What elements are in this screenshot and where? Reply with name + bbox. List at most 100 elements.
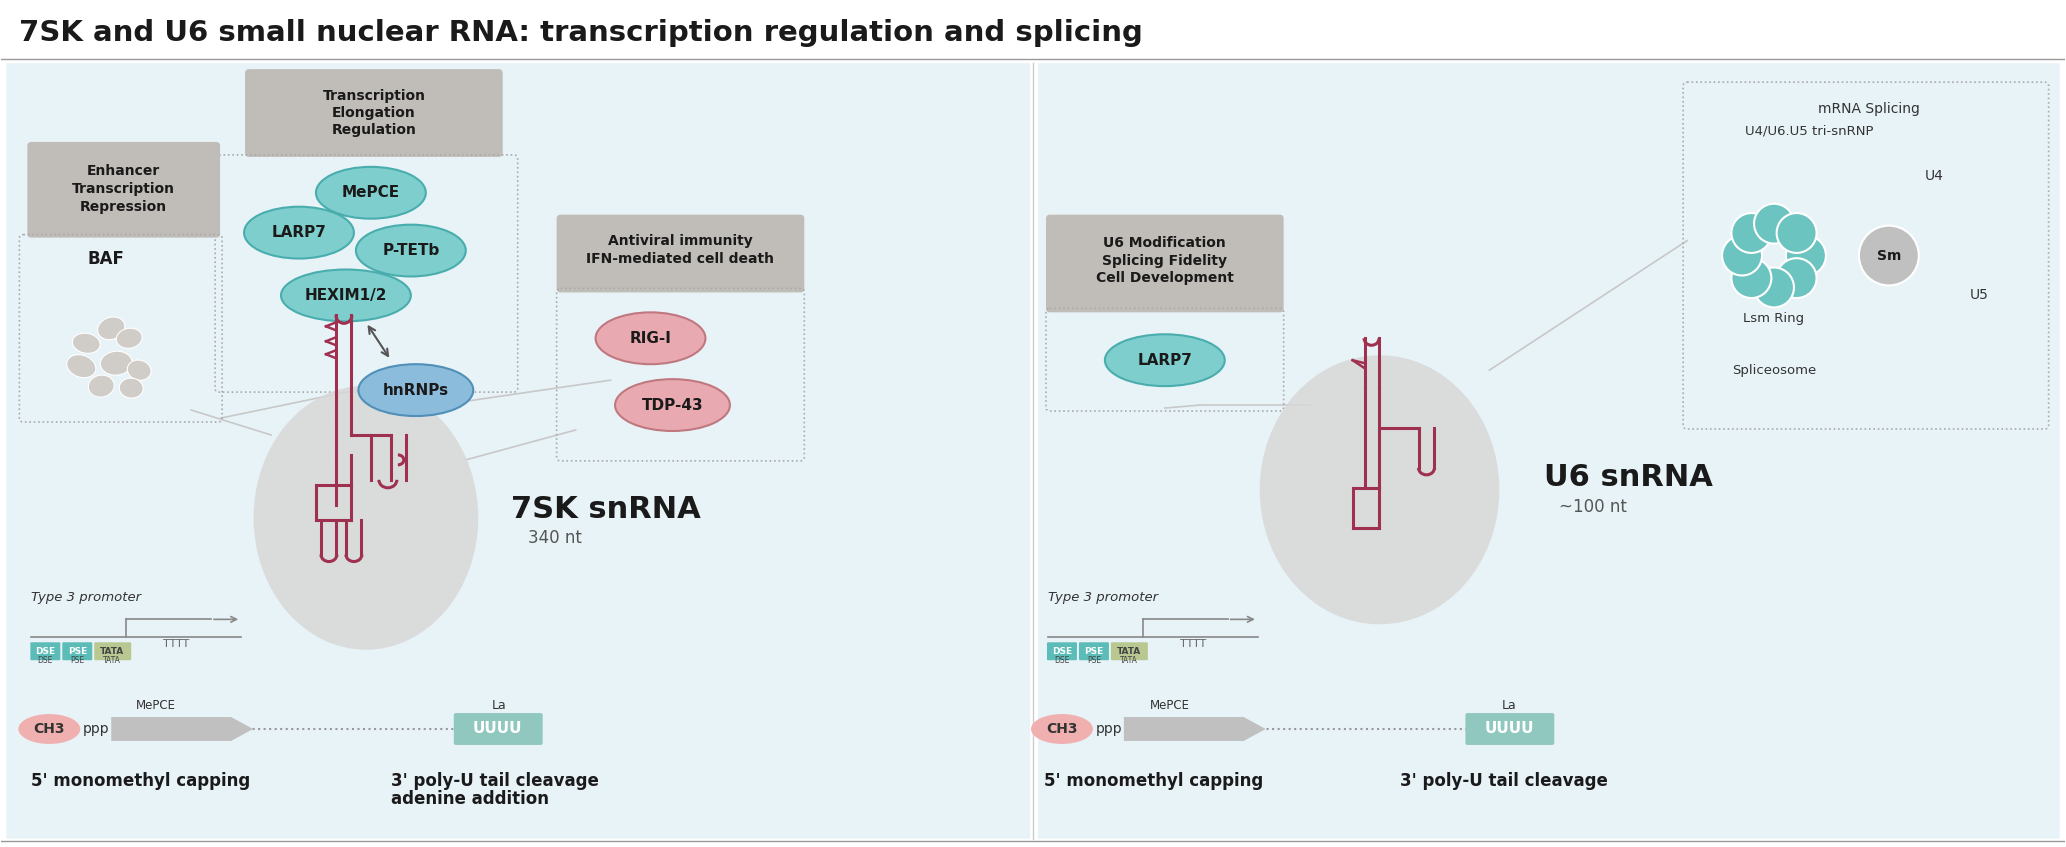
- Text: HEXIM1/2: HEXIM1/2: [304, 288, 386, 303]
- Text: U6 Modification: U6 Modification: [1103, 235, 1227, 250]
- Text: 7SK snRNA: 7SK snRNA: [510, 495, 700, 524]
- Ellipse shape: [120, 378, 143, 398]
- Text: 5' monomethyl capping: 5' monomethyl capping: [1043, 772, 1262, 789]
- Text: Type 3 promoter: Type 3 promoter: [1047, 591, 1159, 604]
- Text: Cell Development: Cell Development: [1095, 272, 1233, 285]
- Circle shape: [1777, 213, 1816, 253]
- Text: ppp: ppp: [1095, 722, 1122, 736]
- FancyArrow shape: [1124, 717, 1266, 741]
- Text: TTTT: TTTT: [163, 639, 190, 650]
- Ellipse shape: [1260, 355, 1500, 624]
- Text: U5: U5: [1969, 289, 1987, 302]
- Text: LARP7: LARP7: [1138, 352, 1192, 368]
- Text: Regulation: Regulation: [331, 123, 417, 137]
- Text: 3' poly-U tail cleavage: 3' poly-U tail cleavage: [1399, 772, 1607, 789]
- Text: DSE: DSE: [37, 656, 54, 665]
- Circle shape: [1754, 268, 1793, 307]
- Text: 7SK and U6 small nuclear RNA: transcription regulation and splicing: 7SK and U6 small nuclear RNA: transcript…: [19, 19, 1142, 47]
- Ellipse shape: [89, 375, 114, 397]
- Ellipse shape: [316, 167, 426, 219]
- Text: 3' poly-U tail cleavage: 3' poly-U tail cleavage: [390, 772, 599, 789]
- Ellipse shape: [72, 333, 99, 353]
- Text: ~100 nt: ~100 nt: [1560, 498, 1628, 516]
- Ellipse shape: [128, 360, 151, 380]
- Ellipse shape: [116, 328, 143, 348]
- Text: U6 snRNA: U6 snRNA: [1543, 463, 1713, 492]
- Text: Type 3 promoter: Type 3 promoter: [31, 591, 140, 604]
- Circle shape: [1731, 258, 1771, 298]
- Text: Elongation: Elongation: [333, 106, 415, 120]
- Text: U4/U6.U5 tri-snRNP: U4/U6.U5 tri-snRNP: [1744, 125, 1874, 137]
- Ellipse shape: [281, 269, 411, 321]
- FancyBboxPatch shape: [556, 214, 804, 292]
- Ellipse shape: [19, 714, 81, 744]
- Text: ppp: ppp: [83, 722, 109, 736]
- Text: DSE: DSE: [1054, 656, 1070, 665]
- Text: TATA: TATA: [1120, 656, 1138, 665]
- Text: PSE: PSE: [68, 647, 87, 656]
- Ellipse shape: [357, 364, 473, 416]
- Text: 5' monomethyl capping: 5' monomethyl capping: [31, 772, 250, 789]
- Text: TATA: TATA: [1118, 647, 1140, 656]
- FancyBboxPatch shape: [1047, 642, 1076, 660]
- FancyBboxPatch shape: [27, 142, 221, 238]
- FancyBboxPatch shape: [1045, 214, 1283, 313]
- Circle shape: [1777, 258, 1816, 298]
- Text: PSE: PSE: [70, 656, 85, 665]
- FancyBboxPatch shape: [95, 642, 132, 660]
- Text: 340 nt: 340 nt: [527, 529, 581, 546]
- FancyBboxPatch shape: [1037, 64, 2060, 839]
- Text: La: La: [1502, 699, 1516, 712]
- Text: adenine addition: adenine addition: [390, 789, 550, 808]
- Ellipse shape: [595, 313, 705, 364]
- Text: PSE: PSE: [1085, 647, 1103, 656]
- Text: U4: U4: [1923, 169, 1944, 183]
- Text: PSE: PSE: [1087, 656, 1101, 665]
- Text: DSE: DSE: [1052, 647, 1072, 656]
- Ellipse shape: [244, 207, 353, 258]
- Text: DSE: DSE: [35, 647, 56, 656]
- Ellipse shape: [1105, 335, 1225, 386]
- Text: mRNA Splicing: mRNA Splicing: [1818, 102, 1919, 116]
- Text: Repression: Repression: [81, 200, 167, 213]
- Text: Spliceosome: Spliceosome: [1731, 363, 1816, 377]
- Text: TTTT: TTTT: [1180, 639, 1207, 650]
- Ellipse shape: [1031, 714, 1093, 744]
- Text: CH3: CH3: [33, 722, 64, 736]
- Circle shape: [1754, 204, 1793, 244]
- Text: MePCE: MePCE: [341, 185, 401, 200]
- Ellipse shape: [97, 317, 124, 340]
- Text: UUUU: UUUU: [473, 722, 523, 737]
- Text: La: La: [492, 699, 506, 712]
- FancyBboxPatch shape: [6, 64, 1031, 839]
- Circle shape: [1731, 213, 1771, 253]
- Circle shape: [1785, 235, 1826, 275]
- Text: IFN-mediated cell death: IFN-mediated cell death: [587, 252, 775, 266]
- Text: MePCE: MePCE: [1151, 699, 1190, 712]
- Text: Enhancer: Enhancer: [87, 163, 159, 178]
- Text: TATA: TATA: [99, 647, 124, 656]
- Text: hnRNPs: hnRNPs: [382, 383, 448, 397]
- FancyBboxPatch shape: [1112, 642, 1149, 660]
- Text: Antiviral immunity: Antiviral immunity: [607, 234, 752, 247]
- Ellipse shape: [101, 352, 132, 375]
- Circle shape: [1723, 235, 1762, 275]
- Text: MePCE: MePCE: [136, 699, 176, 712]
- Text: P-TETb: P-TETb: [382, 243, 440, 258]
- Text: Transcription: Transcription: [322, 89, 426, 103]
- Text: TDP-43: TDP-43: [643, 397, 702, 412]
- Text: Lsm Ring: Lsm Ring: [1744, 312, 1804, 325]
- Text: BAF: BAF: [89, 250, 124, 268]
- FancyBboxPatch shape: [31, 642, 60, 660]
- Circle shape: [1859, 225, 1919, 285]
- Text: Transcription: Transcription: [72, 182, 176, 196]
- FancyBboxPatch shape: [1078, 642, 1109, 660]
- Text: Splicing Fidelity: Splicing Fidelity: [1103, 253, 1227, 268]
- Ellipse shape: [254, 385, 477, 650]
- Text: RIG-I: RIG-I: [630, 331, 671, 346]
- Text: UUUU: UUUU: [1485, 722, 1535, 737]
- FancyBboxPatch shape: [455, 713, 543, 745]
- FancyBboxPatch shape: [62, 642, 93, 660]
- Ellipse shape: [66, 355, 95, 378]
- Text: Sm: Sm: [1876, 248, 1901, 263]
